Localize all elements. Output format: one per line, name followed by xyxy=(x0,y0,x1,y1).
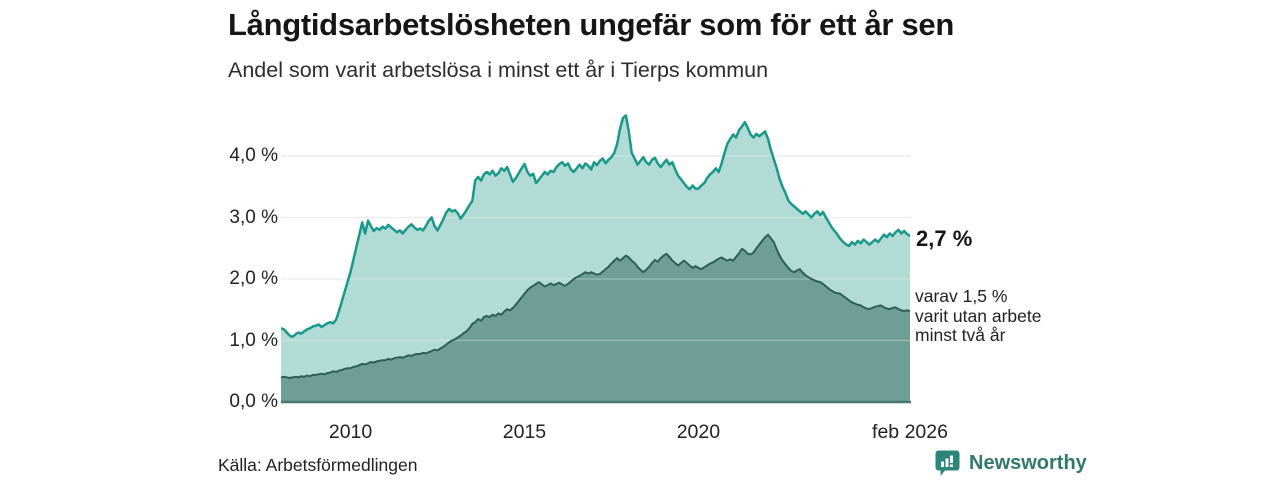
newsworthy-bars-icon xyxy=(935,450,960,476)
end-note-line: varit utan arbete xyxy=(915,305,1042,326)
end-note-line: minst två år xyxy=(915,325,1006,345)
y-tick-label: 4,0 % xyxy=(229,145,278,166)
y-tick-label: 0,0 % xyxy=(229,391,278,412)
page-title: Långtidsarbetslösheten ungefär som för e… xyxy=(228,7,955,42)
y-tick-label: 3,0 % xyxy=(229,206,278,228)
x-tick-label: 2010 xyxy=(328,421,373,443)
x-tick-label: 2020 xyxy=(676,421,721,443)
y-tick-label: 2,0 % xyxy=(229,268,278,289)
end-note-line: varav 1,5 % xyxy=(915,286,1008,306)
chart-subtitle: Andel som varit arbetslösa i minst ett å… xyxy=(228,58,769,82)
total-line xyxy=(281,114,911,339)
x-tick-label: 2015 xyxy=(502,421,547,443)
end-note: varav 1,5 % varit utan arbete minst två år xyxy=(915,286,1042,346)
two-year-area-fill xyxy=(281,234,910,402)
newsworthy-logo[interactable]: Newsworthy xyxy=(934,449,1087,478)
source-text: Källa: Arbetsförmedlingen xyxy=(218,455,418,475)
end-value-label: 2,7 % xyxy=(916,226,973,251)
brand-name: Newsworthy xyxy=(969,452,1087,474)
area-chart xyxy=(281,114,911,404)
two-year-line xyxy=(281,233,911,379)
y-tick-label: 1,0 % xyxy=(229,329,278,351)
x-tick-label: feb 2026 xyxy=(872,421,948,443)
